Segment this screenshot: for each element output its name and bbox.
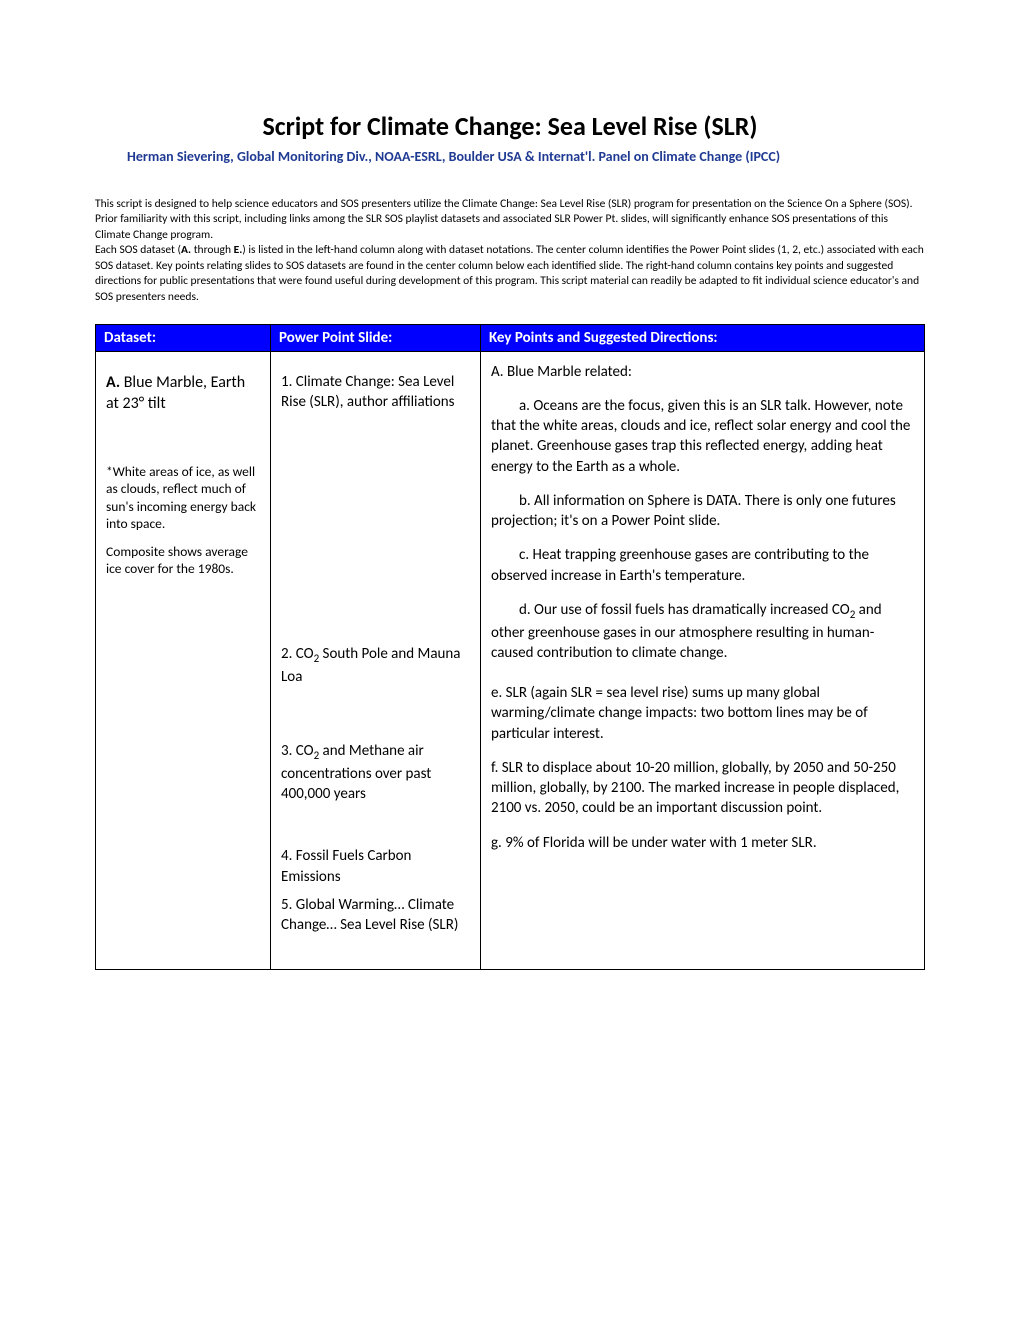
- dataset-letter: A.: [106, 373, 120, 392]
- dataset-note1: *White areas of ice, as well as clouds, …: [106, 463, 260, 533]
- cell-dataset: A. Blue Marble, Earth at 23° tilt *White…: [96, 351, 271, 970]
- slide-4: 4. Fossil Fuels Carbon Emissions: [281, 846, 470, 887]
- kp-e: e. SLR (again SLR = sea level rise) sums…: [491, 683, 914, 744]
- kp-g: g. 9% of Florida will be under water wit…: [491, 833, 914, 853]
- slide-3a: 3. CO: [281, 742, 314, 760]
- kp-a: a. Oceans are the focus, given this is a…: [491, 396, 914, 477]
- intro-bold-a: A.: [181, 243, 191, 257]
- header-dataset: Dataset:: [96, 324, 271, 351]
- intro-p2c: through: [191, 243, 233, 257]
- dataset-main: A. Blue Marble, Earth at 23° tilt: [106, 372, 260, 415]
- header-slide: Power Point Slide:: [271, 324, 481, 351]
- kp-b: b. All information on Sphere is DATA. Th…: [491, 491, 914, 532]
- intro-text: This script is designed to help science …: [95, 197, 925, 306]
- page-title: Script for Climate Change: Sea Level Ris…: [95, 110, 925, 142]
- table-row: A. Blue Marble, Earth at 23° tilt *White…: [96, 351, 925, 970]
- slide-2: 2. CO2 South Pole and Mauna Loa: [281, 644, 470, 687]
- dataset-name: Blue Marble, Earth at 23° tilt: [106, 373, 245, 414]
- intro-bold-e: E.: [234, 243, 243, 257]
- cell-slides: 1. Climate Change: Sea Level Rise (SLR),…: [271, 351, 481, 970]
- slide-3: 3. CO2 and Methane air concentrations ov…: [281, 741, 470, 804]
- kp-heading: A. Blue Marble related:: [491, 362, 914, 382]
- kp-c: c. Heat trapping greenhouse gases are co…: [491, 545, 914, 586]
- script-table: Dataset: Power Point Slide: Key Points a…: [95, 324, 925, 971]
- kp-d1: d. Our use of fossil fuels has dramatica…: [519, 601, 850, 619]
- slide-1: 1. Climate Change: Sea Level Rise (SLR),…: [281, 372, 470, 413]
- intro-p1: This script is designed to help science …: [95, 197, 913, 242]
- author-line: Herman Sievering, Global Monitoring Div.…: [95, 148, 925, 167]
- slide-2a: 2. CO: [281, 645, 314, 663]
- slide-5: 5. Global Warming… Climate Change… Sea L…: [281, 895, 470, 936]
- kp-d: d. Our use of fossil fuels has dramatica…: [491, 600, 914, 663]
- cell-keypoints: A. Blue Marble related: a. Oceans are th…: [481, 351, 925, 970]
- kp-f: f. SLR to displace about 10-20 million, …: [491, 758, 914, 819]
- header-keypoints: Key Points and Suggested Directions:: [481, 324, 925, 351]
- dataset-note2: Composite shows average ice cover for th…: [106, 543, 260, 578]
- intro-p2a: Each SOS dataset (: [95, 243, 181, 257]
